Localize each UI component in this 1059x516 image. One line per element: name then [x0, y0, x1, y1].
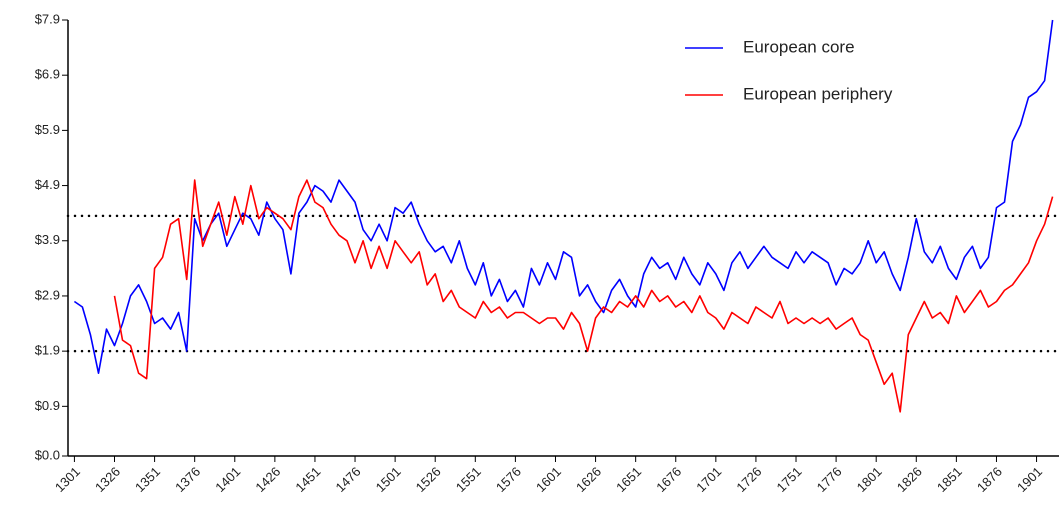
legend: European core European periphery	[685, 37, 893, 103]
legend-label: European core	[743, 37, 855, 56]
y-tick-label: $0.0	[35, 447, 60, 462]
x-tick-label: 1726	[733, 464, 764, 495]
x-tick-label: 1776	[814, 464, 845, 495]
x-tick-label: 1751	[774, 464, 805, 495]
y-tick-label: $0.9	[35, 398, 60, 413]
y-tick-label: $5.9	[35, 122, 60, 137]
legend-label: European periphery	[743, 84, 893, 103]
y-tick-label: $3.9	[35, 232, 60, 247]
y-tick-label: $4.9	[35, 177, 60, 192]
x-tick-label: 1876	[974, 464, 1005, 495]
x-tick-label: 1301	[52, 464, 83, 495]
x-tick-label: 1501	[373, 464, 404, 495]
y-tick-label: $7.9	[35, 11, 60, 26]
x-tick-label: 1551	[453, 464, 484, 495]
x-tick-label: 1351	[132, 464, 163, 495]
x-tick-label: 1701	[693, 464, 724, 495]
y-tick-label: $2.9	[35, 287, 60, 302]
x-tick-label: 1801	[854, 464, 885, 495]
x-tick-label: 1576	[493, 464, 524, 495]
x-tick-label: 1326	[92, 464, 123, 495]
x-tick-label: 1901	[1014, 464, 1045, 495]
x-tick-label: 1401	[212, 464, 243, 495]
x-tick-label: 1601	[533, 464, 564, 495]
line-series	[73, 19, 1054, 374]
x-tick-label: 1651	[613, 464, 644, 495]
x-tick-label: 1451	[292, 464, 323, 495]
x-tick-label: 1526	[413, 464, 444, 495]
x-tick-label: 1376	[172, 464, 203, 495]
line-series	[113, 179, 1054, 413]
x-tick-label: 1851	[934, 464, 965, 495]
x-tick-label: 1626	[573, 464, 604, 495]
x-tick-label: 1476	[333, 464, 364, 495]
x-tick-label: 1676	[653, 464, 684, 495]
y-tick-label: $1.9	[35, 343, 60, 358]
y-tick-label: $6.9	[35, 67, 60, 82]
x-tick-label: 1826	[894, 464, 925, 495]
x-tick-label: 1426	[252, 464, 283, 495]
